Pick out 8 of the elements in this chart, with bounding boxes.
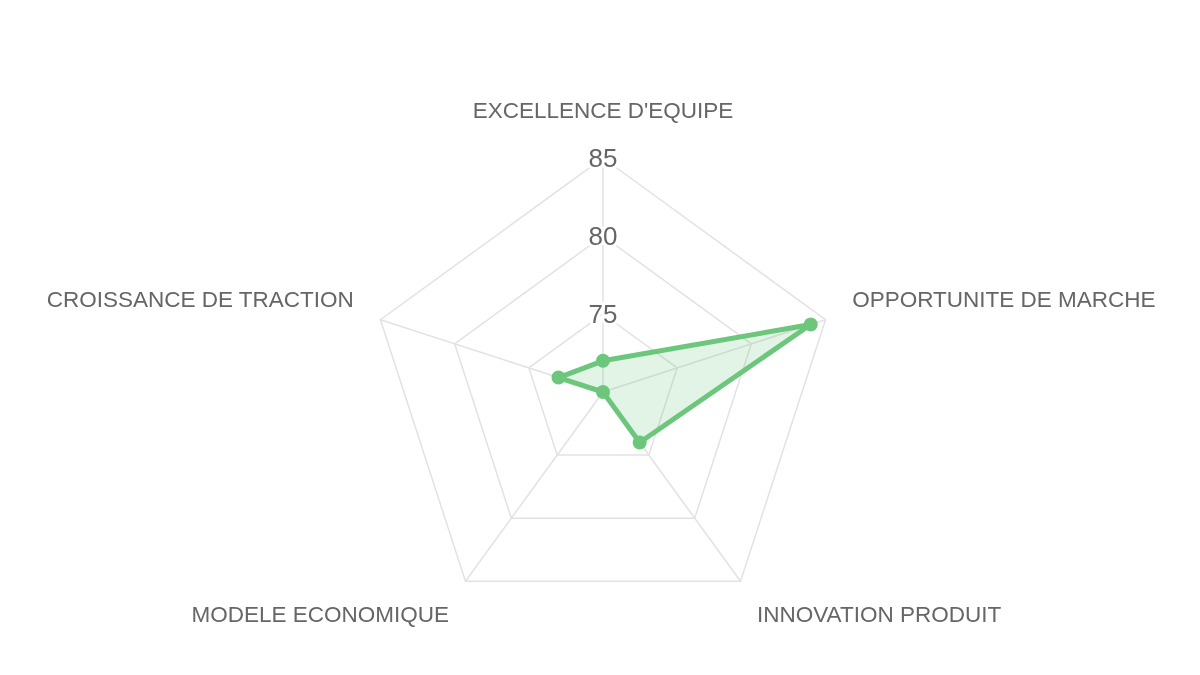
y-tick-label: 85	[588, 143, 618, 173]
spoke-label: EXCELLENCE D'EQUIPE	[472, 98, 734, 123]
spoke-label: MODELE ECONOMIQUE	[191, 601, 449, 627]
spoke-label: CROISSANCE DE TRACTION	[46, 287, 354, 313]
y-tick-label: 80	[588, 221, 618, 251]
y-tick-label: 75	[588, 299, 618, 329]
spoke-label: INNOVATION PRODUIT	[757, 601, 1002, 627]
spoke-label: OPPORTUNITE DE MARCHE	[852, 287, 1156, 313]
